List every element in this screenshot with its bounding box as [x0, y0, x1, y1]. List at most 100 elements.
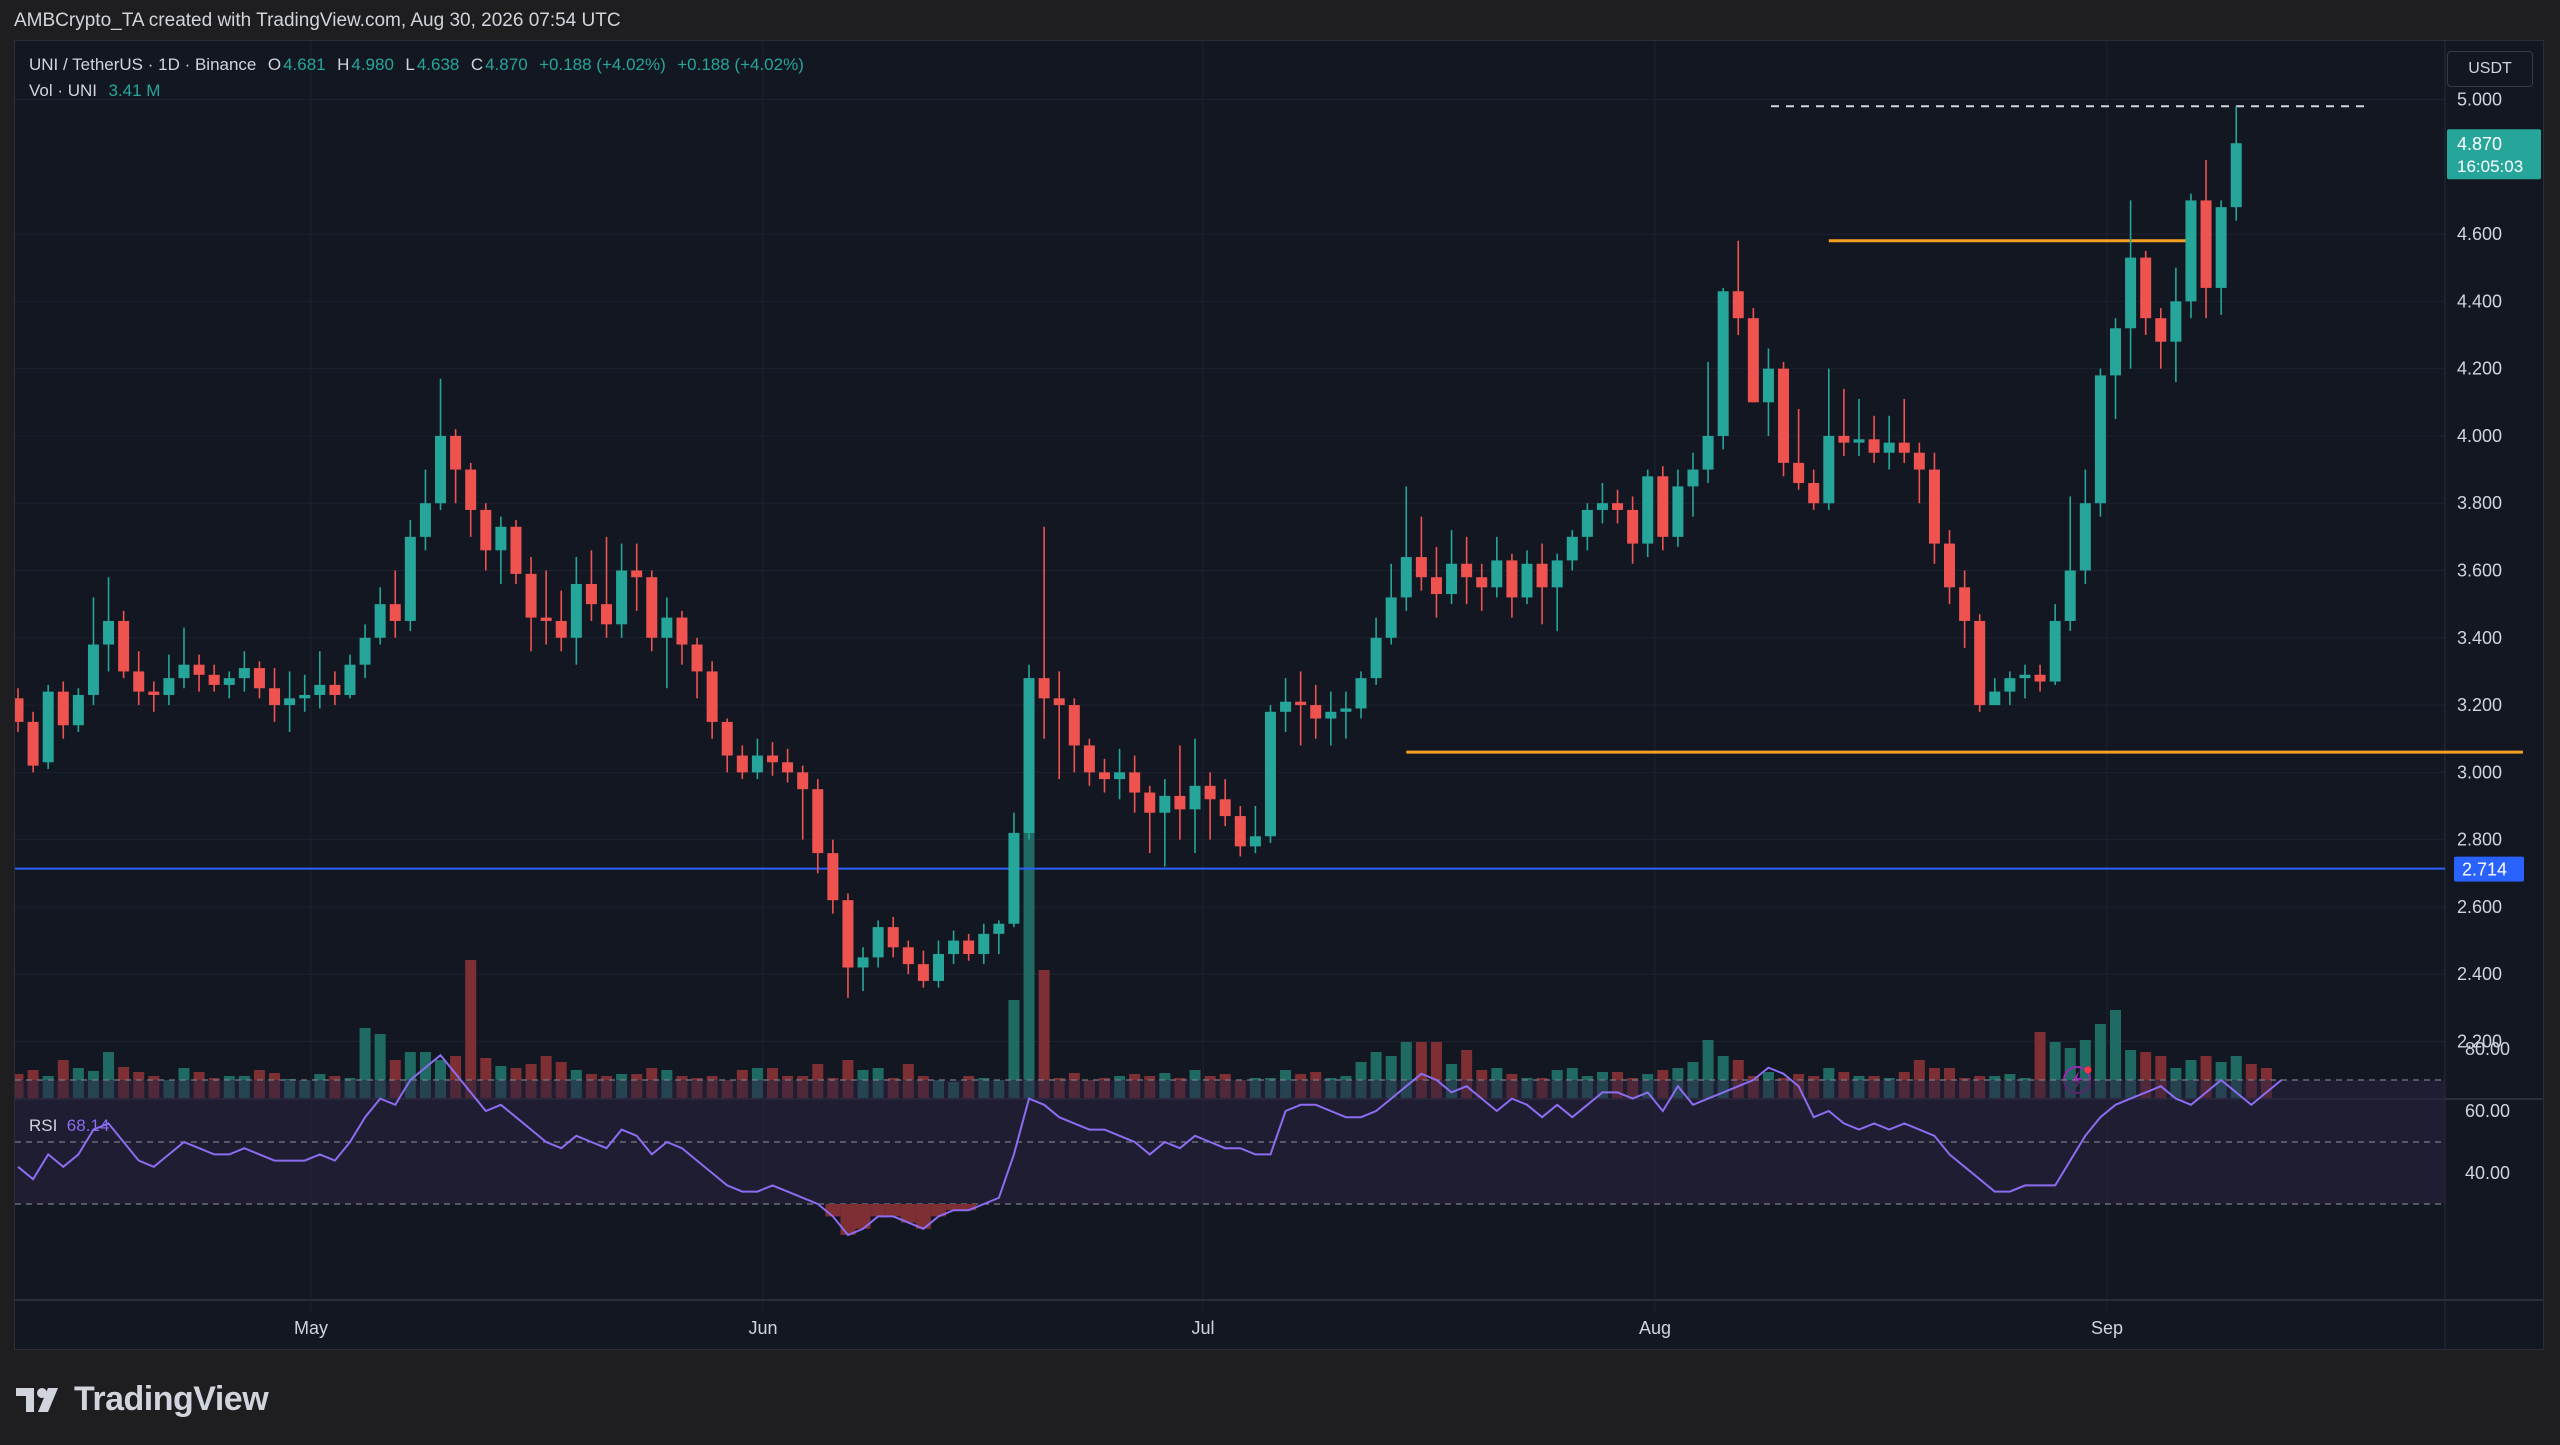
- candle-body: [374, 604, 386, 638]
- candle: [1762, 348, 1774, 436]
- candle: [344, 654, 356, 699]
- tradingview-logo[interactable]: TradingView: [16, 1380, 269, 1419]
- candle-body: [1883, 442, 1895, 453]
- rsi-tick-label: 60.00: [2465, 1101, 2510, 1121]
- ohlc-legend: UNI / TetherUS · 1D · Binance O 4.681 H 4.…: [29, 55, 806, 75]
- candle: [1747, 308, 1759, 403]
- candle-body: [525, 573, 537, 618]
- candle-body: [72, 694, 84, 726]
- candle-body: [57, 691, 69, 726]
- chart-frame[interactable]: 5.000 4.600 4.400 4.200 4.000 3.800 3.600 3.400…: [14, 40, 2544, 1350]
- price-tick-label: 4.000: [2457, 426, 2502, 446]
- candle-body: [2079, 503, 2091, 571]
- candle-body: [917, 964, 929, 981]
- candle: [1204, 772, 1216, 840]
- candle: [269, 668, 281, 722]
- change-value-2: +0.188 (+4.02%): [677, 55, 804, 74]
- volume-bar: [1370, 1052, 1382, 1098]
- candle-body: [87, 644, 99, 695]
- volume-label: Vol · UNI: [29, 81, 98, 100]
- candle: [118, 610, 130, 679]
- candle-body: [1219, 799, 1231, 817]
- candle-body: [193, 664, 205, 675]
- candle-body: [1853, 439, 1865, 443]
- volume-bar: [842, 1060, 854, 1098]
- candle-body: [1415, 557, 1427, 578]
- candle: [1974, 614, 1986, 712]
- candle-body: [1627, 509, 1639, 544]
- candle-body: [329, 684, 341, 695]
- candle: [1959, 570, 1971, 648]
- open-label: O: [267, 55, 282, 74]
- candle-body: [1687, 469, 1699, 487]
- candle-body: [827, 853, 839, 901]
- high-value: 4.980: [351, 55, 394, 74]
- logo-text: TradingView: [74, 1380, 269, 1418]
- candle-body: [2064, 570, 2076, 621]
- candle-body: [1204, 785, 1216, 800]
- current-price-label: 4.870: [2457, 134, 2502, 154]
- volume-bars: [15, 678, 2272, 1098]
- candle-body: [1642, 476, 1654, 544]
- candle-body: [284, 698, 296, 706]
- volume-bar: [2094, 1024, 2106, 1098]
- candle: [1370, 617, 1382, 685]
- candle: [2155, 308, 2167, 369]
- candle: [2125, 200, 2137, 369]
- candle-body: [2004, 678, 2016, 692]
- candle-body: [661, 617, 673, 638]
- candle: [736, 745, 748, 780]
- candle: [314, 651, 326, 709]
- price-tick-label: 3.200: [2457, 695, 2502, 715]
- candle: [2110, 318, 2122, 420]
- volume-bar: [1702, 1040, 1714, 1098]
- candle-body: [299, 694, 311, 699]
- support-price-badge: [2454, 856, 2524, 882]
- candle: [1778, 361, 1790, 477]
- volume-bar: [2140, 1052, 2152, 1098]
- candle: [797, 765, 809, 840]
- candle: [1310, 684, 1322, 739]
- candle: [978, 923, 990, 965]
- candle: [2170, 267, 2182, 383]
- volume-bar: [389, 1060, 401, 1098]
- candle: [1581, 503, 1593, 551]
- candle: [2019, 664, 2031, 699]
- volume-bar: [480, 1058, 492, 1098]
- candle-body: [1778, 368, 1790, 463]
- change-value: +0.188 (+4.02%): [539, 55, 666, 74]
- candle-body: [751, 755, 763, 773]
- candle: [42, 684, 54, 769]
- candle: [1491, 536, 1503, 598]
- candle-body: [344, 664, 356, 695]
- price-tick-label: 4.600: [2457, 224, 2502, 244]
- candle-body: [1370, 637, 1382, 679]
- chart-canvas[interactable]: 5.000 4.600 4.400 4.200 4.000 3.800 3.600 3.400…: [15, 41, 2543, 1349]
- volume-bar: [2230, 1056, 2242, 1098]
- high-label: H: [337, 55, 350, 74]
- candle-body: [963, 940, 975, 955]
- candle-body: [389, 604, 401, 621]
- candle-body: [993, 923, 1005, 934]
- rsi-oversold-fill: [825, 1204, 977, 1235]
- candle: [751, 738, 763, 780]
- candle-body: [1114, 772, 1126, 780]
- candle-body: [1023, 678, 1035, 833]
- candle-body: [2125, 257, 2137, 329]
- candle-body: [1340, 708, 1352, 712]
- candle-body: [1944, 543, 1956, 588]
- candle-body: [676, 617, 688, 645]
- candle: [1672, 469, 1684, 547]
- candle: [193, 654, 205, 692]
- candle-body: [2094, 375, 2106, 504]
- candle-body: [872, 927, 884, 958]
- candle: [238, 651, 250, 692]
- candle: [178, 627, 190, 689]
- volume-bar: [2155, 1056, 2167, 1098]
- candle: [2200, 160, 2212, 319]
- close-label: C: [470, 55, 484, 74]
- currency-button[interactable]: USDT: [2447, 51, 2533, 87]
- candle-body: [1959, 587, 1971, 621]
- volume-bar: [1008, 1000, 1020, 1098]
- candle: [601, 536, 613, 638]
